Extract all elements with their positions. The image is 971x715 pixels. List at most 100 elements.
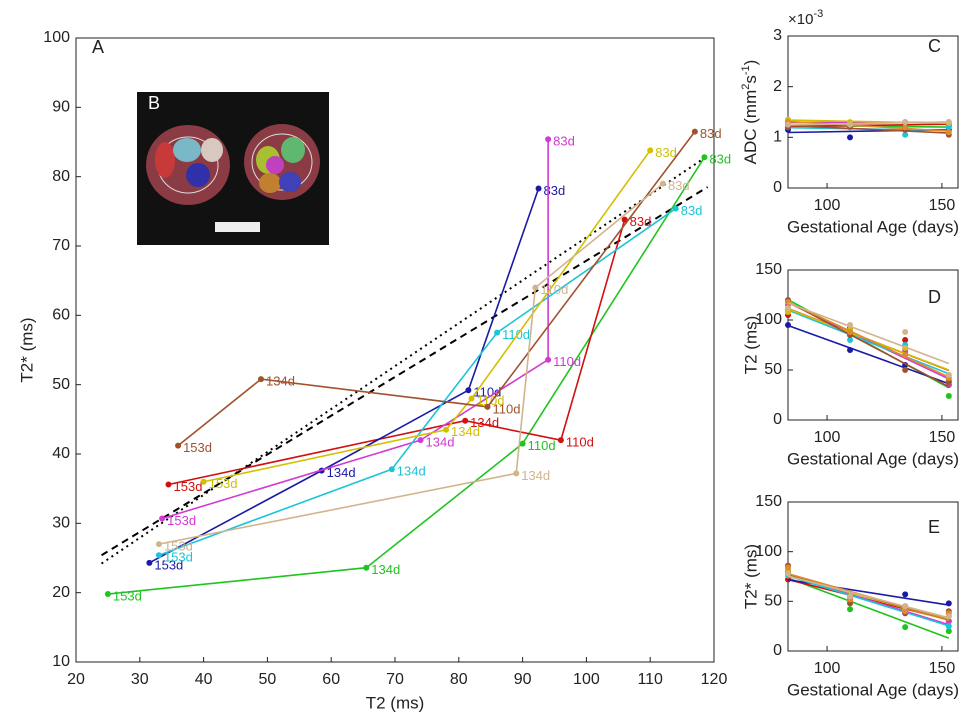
- point: [945, 613, 952, 620]
- y-tick-label: 100: [755, 543, 782, 560]
- point: [659, 180, 666, 187]
- series-line: [148, 188, 540, 564]
- point: [902, 124, 909, 131]
- point: [513, 470, 520, 477]
- fit-line: [787, 121, 949, 126]
- point: [545, 136, 552, 143]
- point: [417, 437, 424, 444]
- panel-label: A: [92, 37, 104, 57]
- point: [146, 559, 153, 566]
- region: [266, 156, 284, 174]
- point-label: 83d: [553, 134, 575, 149]
- x-tick-label: 110: [637, 671, 663, 688]
- point: [557, 437, 564, 444]
- point: [785, 564, 791, 571]
- label-part: 2: [740, 84, 752, 90]
- point: [847, 134, 854, 141]
- fit-line: [100, 155, 709, 565]
- x-tick-label: 120: [701, 671, 728, 688]
- point: [945, 628, 952, 635]
- point: [200, 478, 207, 485]
- scale-bar: [215, 222, 260, 232]
- label-part: -3: [813, 8, 823, 20]
- point-label: 110d: [502, 327, 530, 342]
- fit-line: [787, 309, 950, 375]
- x-tick-label: 70: [386, 671, 404, 688]
- fit-line: [787, 301, 950, 388]
- series-line: [161, 139, 549, 520]
- y-tick-label: 0: [773, 179, 782, 196]
- x-axis-label: Gestational Age (days): [787, 449, 959, 468]
- point: [902, 131, 909, 138]
- point-label: 134d: [451, 424, 480, 439]
- point: [494, 329, 501, 336]
- point: [165, 481, 172, 488]
- point-label: 83d: [700, 126, 722, 141]
- fit-line: [787, 301, 950, 378]
- point-label: 110d: [493, 401, 521, 416]
- point: [902, 352, 909, 358]
- outline: [251, 133, 313, 191]
- series-line: [168, 219, 626, 486]
- x-tick-label: 150: [929, 660, 956, 677]
- point-label: 83d: [709, 152, 731, 167]
- x-tick-label: 90: [514, 671, 532, 688]
- point: [945, 372, 952, 378]
- point-label: 153d: [167, 513, 196, 528]
- point-label: 110d: [553, 354, 581, 369]
- y-tick-label: 150: [755, 493, 782, 510]
- fit-line: [787, 324, 950, 385]
- axis-exponent: ×10-3: [788, 8, 823, 28]
- point: [902, 603, 909, 610]
- point: [945, 623, 952, 630]
- point: [847, 337, 854, 343]
- point: [902, 337, 909, 343]
- fit-line: [787, 124, 949, 134]
- x-tick-label: 20: [67, 671, 85, 688]
- point: [847, 329, 854, 335]
- y-tick-label: 70: [52, 237, 70, 254]
- x-tick-label: 40: [195, 671, 213, 688]
- point: [363, 564, 370, 571]
- panel-label: B: [148, 93, 160, 113]
- point: [945, 129, 952, 136]
- point-label: 110d: [540, 282, 568, 297]
- point: [545, 356, 552, 363]
- y-tick-label: 20: [52, 584, 70, 601]
- y-axis-label: T2* (ms): [17, 317, 36, 382]
- point-label: 153d: [164, 550, 193, 565]
- x-tick-label: 100: [573, 671, 600, 688]
- region: [279, 172, 301, 192]
- x-tick-label: 50: [259, 671, 277, 688]
- y-tick-label: 1: [773, 129, 782, 146]
- x-tick-label: 60: [322, 671, 340, 688]
- point: [155, 541, 162, 548]
- label-part: -1: [740, 65, 752, 75]
- y-tick-label: 80: [52, 168, 70, 185]
- x-tick-label: 150: [929, 429, 956, 446]
- fit-line: [787, 575, 950, 627]
- panel-label: C: [928, 36, 941, 56]
- y-axis-label: ADC (mm2s-1): [740, 60, 761, 165]
- point: [388, 466, 395, 473]
- point-label: 134d: [521, 468, 550, 483]
- x-tick-label: 100: [814, 197, 841, 214]
- point-label: 110d: [473, 385, 501, 400]
- point-label: 110d: [477, 393, 505, 408]
- point-label: 110d: [528, 438, 556, 453]
- region: [155, 142, 175, 178]
- point-label: 134d: [266, 374, 295, 389]
- y-tick-label: 100: [43, 29, 70, 46]
- y-tick-label: 0: [773, 642, 782, 659]
- point: [443, 426, 450, 433]
- series-line: [203, 149, 651, 483]
- point: [847, 121, 854, 128]
- point: [465, 387, 472, 394]
- point: [902, 329, 909, 335]
- axes-box: [787, 269, 959, 421]
- point: [847, 347, 854, 353]
- point: [159, 515, 166, 522]
- panel-label: D: [928, 287, 941, 307]
- y-tick-label: 2: [773, 78, 782, 95]
- series-line: [158, 182, 664, 545]
